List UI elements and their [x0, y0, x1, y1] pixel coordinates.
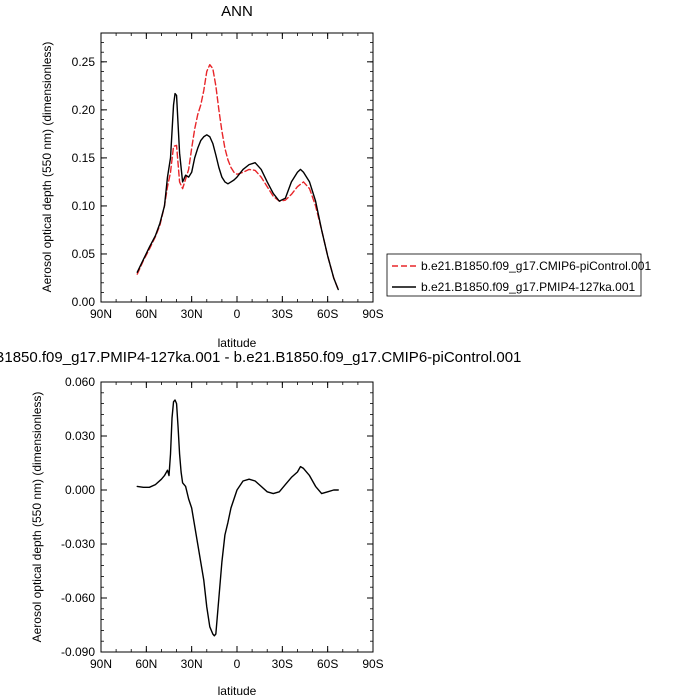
y-tick-label: 0.10: [72, 199, 96, 213]
y-tick-label: 0.060: [65, 375, 95, 389]
bottom-plot-frame: [100, 381, 374, 653]
top-y-ticks: 0.00 0.05 0.10 0.15 0.20 0.25: [72, 32, 373, 309]
y-tick-label: 0.000: [65, 483, 95, 497]
top-x-ticks: 90N 60N 30N 0 30S 60S 90S: [90, 33, 384, 321]
x-tick-label: 90N: [90, 657, 112, 671]
legend-label-picontrol: b.e21.B1850.f09_g17.CMIP6-piControl.001: [421, 259, 651, 273]
series-line-1-0: [136, 399, 339, 637]
x-tick-label: 0: [234, 657, 241, 671]
top-x-axis-label: latitude: [218, 336, 257, 350]
bottom-x-ticks: 90N 60N 30N 0 30S 60S 90S: [90, 382, 384, 671]
bottom-x-axis-label: latitude: [218, 684, 257, 698]
y-tick-label: 0.05: [72, 247, 96, 261]
legend-box: [386, 253, 642, 297]
series-line-0-1: [136, 92, 339, 291]
y-tick-label: 0.15: [72, 151, 96, 165]
top-chart-title: ANN: [221, 3, 253, 20]
bottom-chart-title: b.e21.B1850.f09_g17.PMIP4-127ka.001 - b.…: [0, 349, 521, 366]
y-tick-label: -0.090: [61, 645, 95, 659]
top-panel: ANN 0.00 0.05 0.10 0.15 0.20 0.25 90N 60N 30N 0 3…: [40, 3, 384, 350]
x-tick-label: 60N: [135, 657, 157, 671]
x-tick-label: 60S: [317, 657, 338, 671]
x-tick-label: 30S: [272, 657, 293, 671]
x-tick-label: 30S: [272, 307, 293, 321]
y-tick-label: -0.060: [61, 591, 95, 605]
series-line-0-0: [136, 63, 339, 291]
x-tick-label: 60N: [135, 307, 157, 321]
top-y-axis-label: Aerosol optical depth (550 nm) (dimensio…: [40, 42, 54, 293]
y-tick-label: 0.20: [72, 103, 96, 117]
y-tick-label: 0.030: [65, 429, 95, 443]
x-tick-label: 30N: [181, 657, 203, 671]
x-tick-label: 90S: [362, 657, 383, 671]
x-tick-label: 0: [234, 307, 241, 321]
x-tick-label: 60S: [317, 307, 338, 321]
x-tick-label: 30N: [181, 307, 203, 321]
legend-label-127ka: b.e21.B1850.f09_g17.PMIP4-127ka.001: [421, 280, 635, 294]
x-tick-label: 90S: [362, 307, 383, 321]
top-series-group: [136, 63, 339, 291]
y-tick-label: 0.00: [72, 295, 96, 309]
bottom-panel: b.e21.B1850.f09_g17.PMIP4-127ka.001 - b.…: [0, 349, 521, 698]
bottom-y-axis-label: Aerosol optical depth (550 nm) (dimensio…: [30, 392, 44, 643]
y-tick-label: -0.030: [61, 537, 95, 551]
y-tick-label: 0.25: [72, 55, 96, 69]
x-tick-label: 90N: [90, 307, 112, 321]
legend: b.e21.B1850.f09_g17.CMIP6-piControl.001 …: [386, 253, 651, 297]
bottom-series-group: [136, 399, 339, 637]
bottom-y-ticks: -0.090 -0.060 -0.030 0.000 0.030 0.060: [61, 375, 373, 659]
